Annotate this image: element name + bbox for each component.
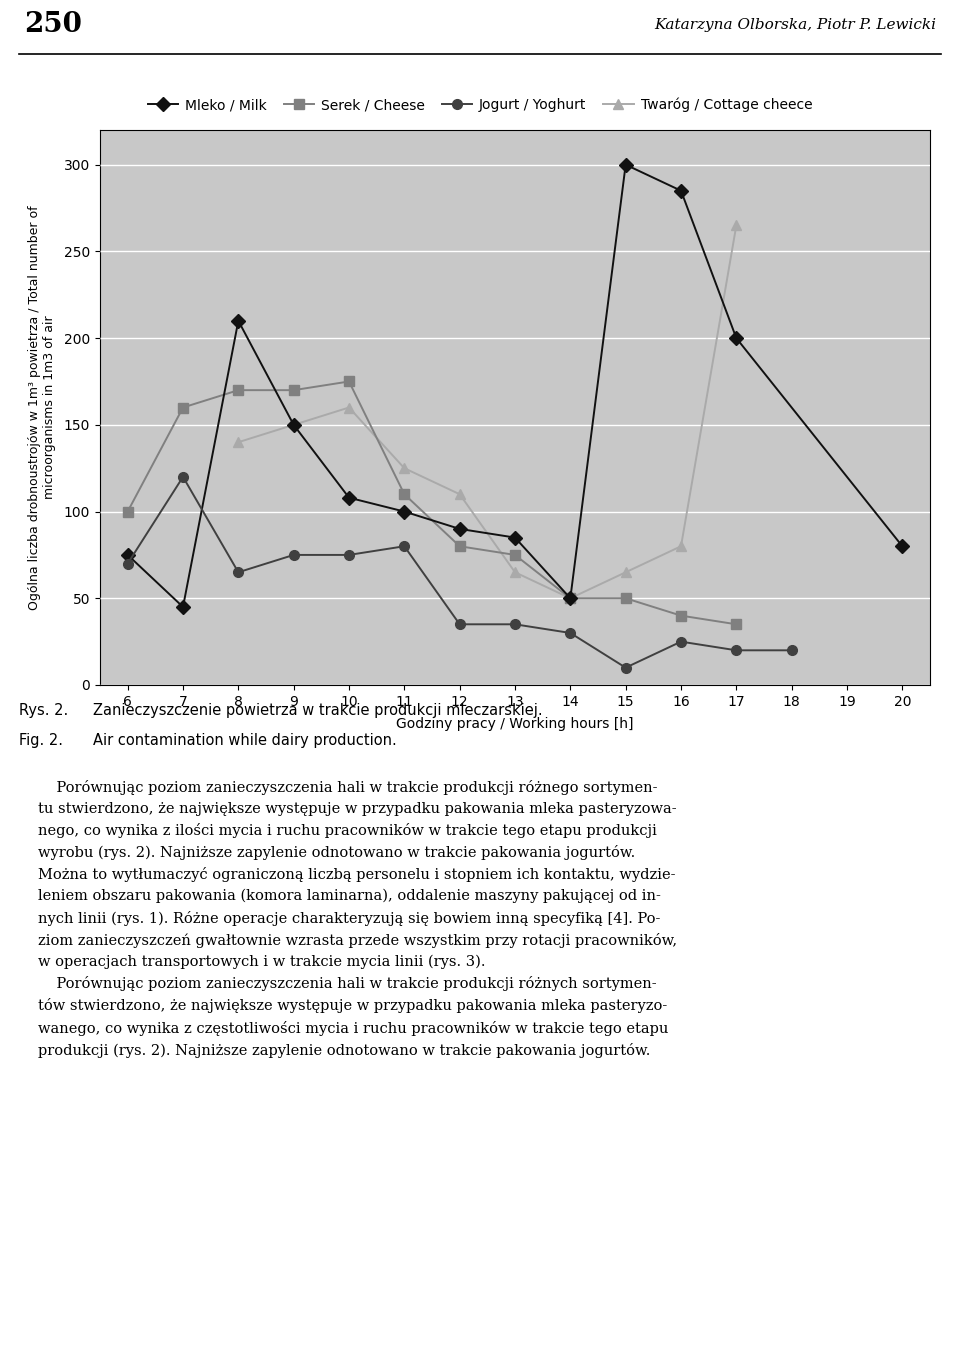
Text: Katarzyna Olborska, Piotr P. Lewicki: Katarzyna Olborska, Piotr P. Lewicki [654, 18, 936, 33]
Text: Air contamination while dairy production.: Air contamination while dairy production… [93, 733, 396, 748]
Text: Rys. 2.: Rys. 2. [19, 703, 68, 718]
Text: Fig. 2.: Fig. 2. [19, 733, 63, 748]
Y-axis label: Ogólna liczba drobnoustrojów w 1m³ powietrza / Total number of
microorganisms in: Ogólna liczba drobnoustrojów w 1m³ powie… [28, 205, 56, 609]
Legend: Mleko / Milk, Serek / Cheese, Jogurt / Yoghurt, Twaróg / Cottage cheece: Mleko / Milk, Serek / Cheese, Jogurt / Y… [148, 98, 812, 113]
Text: Zanieczyszczenie powietrza w trakcie produkcji mleczarskiej.: Zanieczyszczenie powietrza w trakcie pro… [93, 703, 542, 718]
Text: Porównując poziom zanieczyszczenia hali w trakcie produkcji różnego sortymen-
tu: Porównując poziom zanieczyszczenia hali … [38, 781, 678, 1058]
Text: 250: 250 [24, 11, 82, 38]
X-axis label: Godziny pracy / Working hours [h]: Godziny pracy / Working hours [h] [396, 717, 634, 732]
